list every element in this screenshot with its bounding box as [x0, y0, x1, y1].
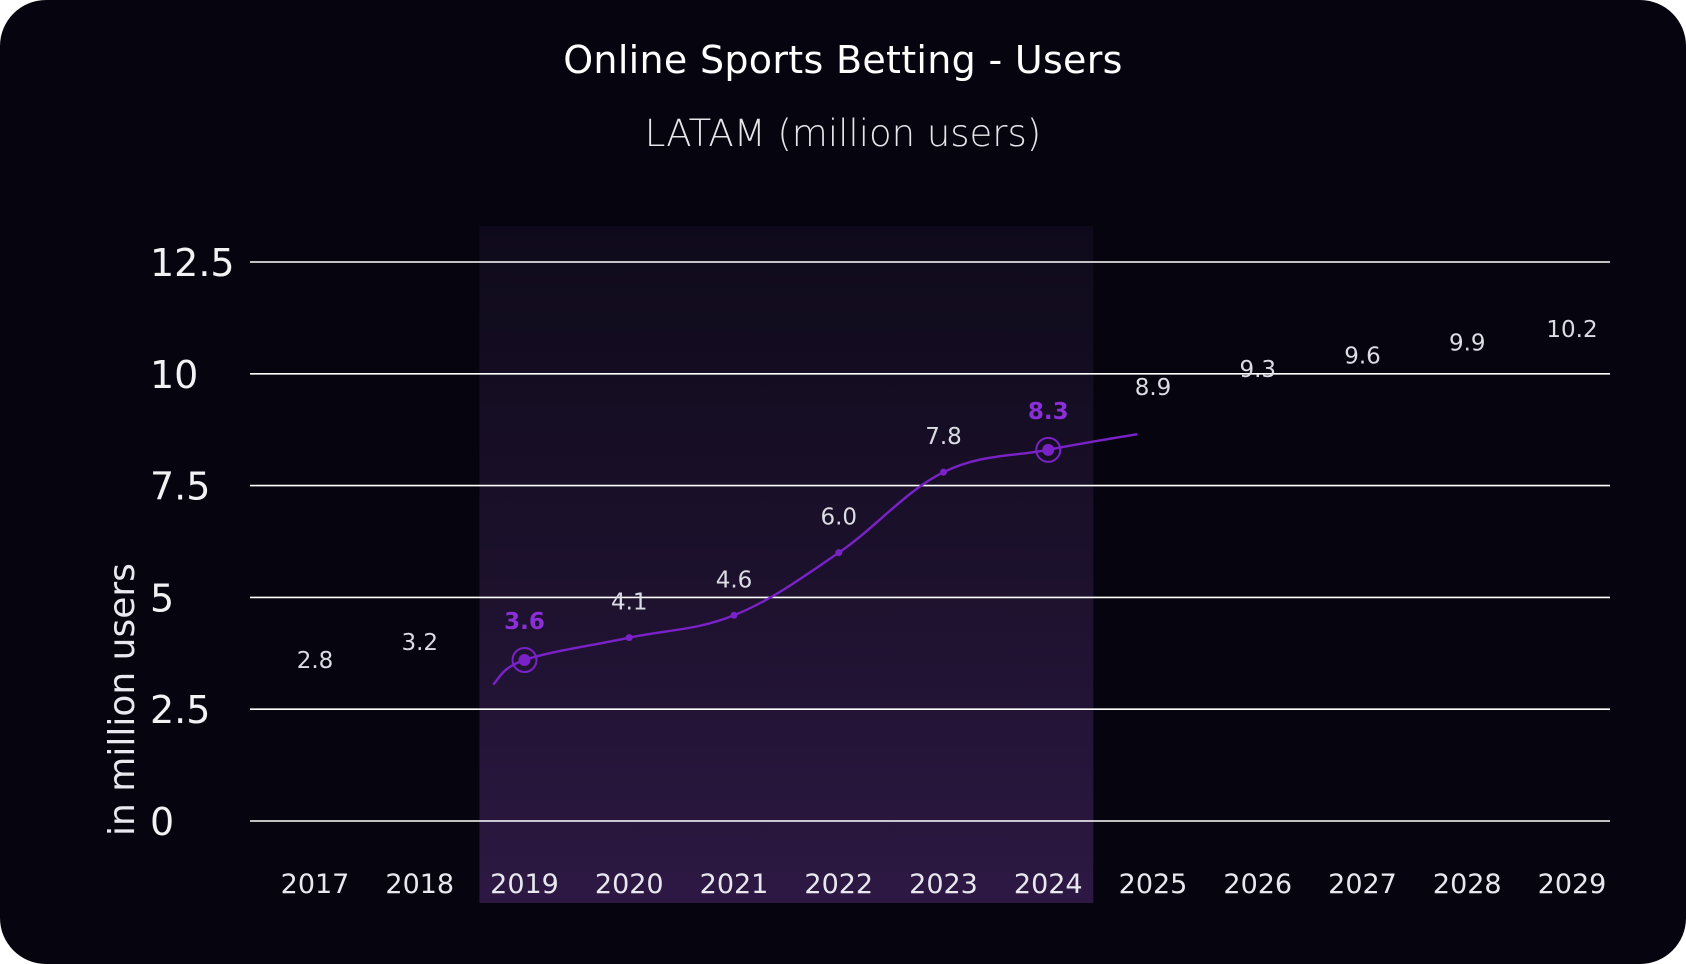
y-tick-label: 0	[150, 800, 174, 844]
data-label: 7.8	[925, 424, 962, 450]
highlight-point	[518, 654, 531, 667]
x-tick-label: 2023	[909, 869, 978, 900]
data-label: 10.2	[1546, 317, 1597, 343]
chart-title: Online Sports Betting - Users	[563, 38, 1123, 82]
x-tick-label: 2017	[281, 869, 350, 900]
x-tick-label: 2026	[1223, 869, 1292, 900]
x-tick-label: 2018	[385, 869, 454, 900]
data-point	[730, 611, 738, 619]
highlight-point-ring	[1035, 436, 1062, 463]
x-tick-label: 2025	[1119, 869, 1188, 900]
highlight-point-ring	[511, 647, 538, 674]
x-tick-label: 2019	[490, 869, 559, 900]
x-tick-label: 2020	[595, 869, 664, 900]
x-tick-label: 2027	[1328, 869, 1397, 900]
data-label: 9.3	[1239, 357, 1276, 383]
x-tick-label: 2029	[1538, 869, 1607, 900]
data-label: 8.3	[1028, 399, 1069, 425]
data-label: 4.6	[716, 567, 753, 593]
y-tick-label: 7.5	[150, 465, 210, 509]
y-axis-label: in million users	[102, 563, 143, 836]
highlight-point	[1042, 443, 1055, 456]
data-label: 3.2	[401, 630, 438, 656]
y-tick-label: 10	[150, 353, 198, 397]
highlight-band	[479, 226, 1094, 903]
x-tick-label: 2021	[700, 869, 769, 900]
y-tick-label: 5	[150, 576, 174, 620]
data-label: 6.0	[820, 505, 857, 531]
data-point	[835, 549, 843, 557]
chart-subtitle: LATAM (million users)	[644, 112, 1042, 155]
data-label: 2.8	[297, 648, 334, 674]
x-tick-label: 2028	[1433, 869, 1502, 900]
x-tick-label: 2022	[804, 869, 873, 900]
data-label: 9.9	[1449, 330, 1486, 356]
data-label: 4.1	[611, 590, 648, 616]
data-point	[940, 468, 947, 476]
data-point	[625, 634, 633, 642]
series-line	[492, 432, 1138, 686]
x-tick-label: 2024	[1014, 869, 1083, 900]
data-label: 8.9	[1135, 375, 1172, 401]
data-label: 3.6	[504, 609, 545, 635]
y-tick-label: 2.5	[150, 688, 210, 732]
data-label: 9.6	[1344, 344, 1381, 370]
y-tick-label: 12.5	[150, 241, 235, 285]
